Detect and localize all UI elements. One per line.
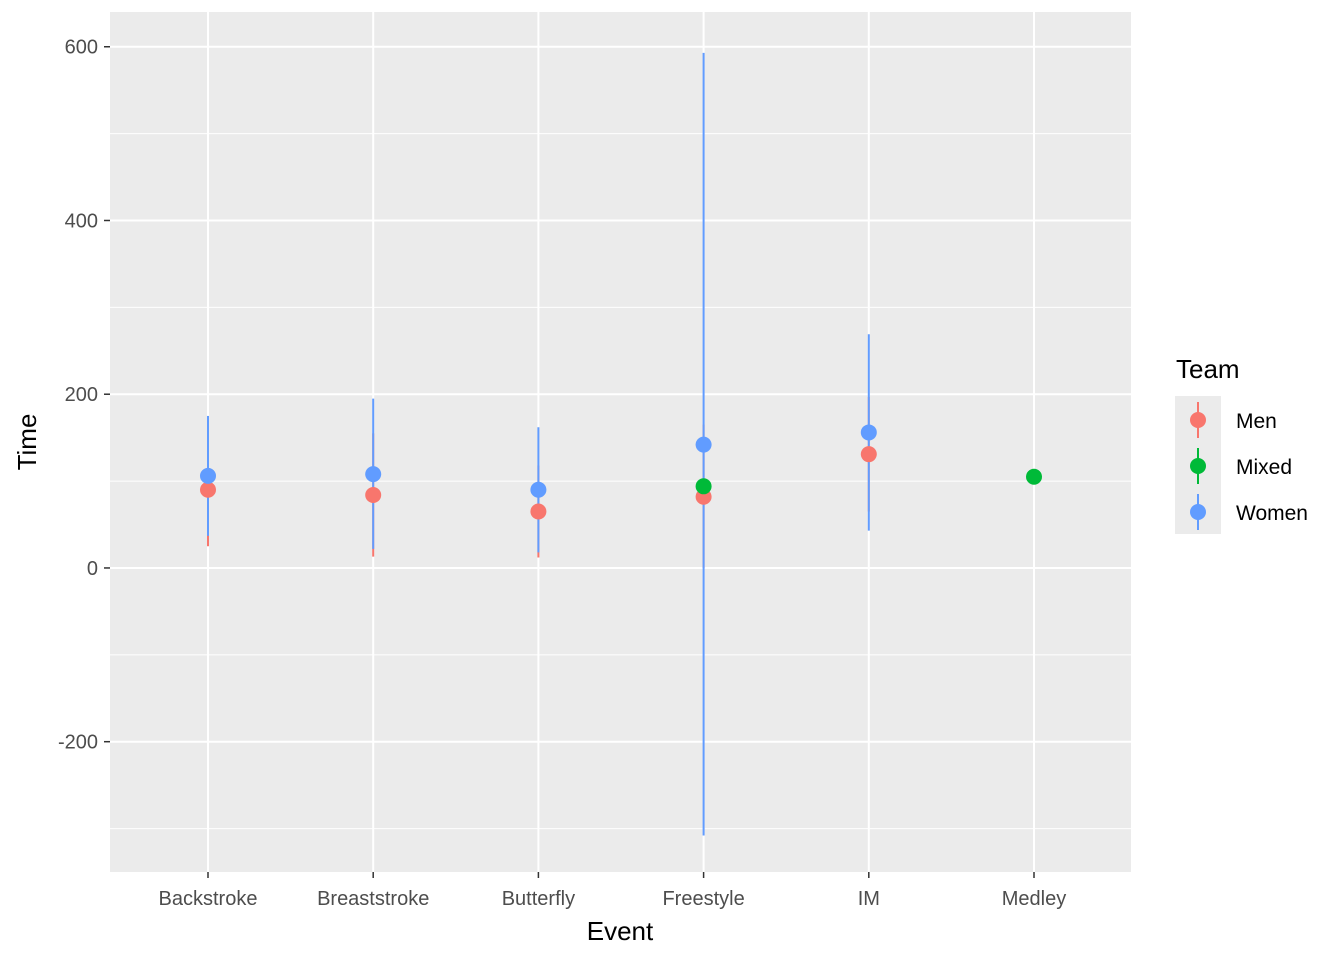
data-point (695, 478, 712, 495)
y-axis-title: Time (12, 414, 42, 471)
data-point (530, 481, 547, 498)
x-axis-title: Event (587, 916, 654, 946)
y-tick-label: -200 (58, 732, 98, 754)
x-tick-label: Medley (1002, 888, 1066, 910)
data-point (695, 436, 712, 453)
x-tick-label: Backstroke (159, 888, 258, 910)
x-axis-ticks: Backstroke Breaststroke Butterfly Freestyle… (159, 872, 1066, 910)
data-point (365, 466, 382, 483)
data-point (1026, 468, 1042, 485)
legend-label: Men (1236, 410, 1277, 433)
legend-label: Mixed (1236, 456, 1292, 479)
legend-title: Team (1176, 354, 1240, 384)
legend-key-point (1190, 458, 1206, 474)
y-tick-label: 0 (87, 558, 98, 580)
y-tick-label: 600 (65, 37, 98, 59)
x-tick-label: IM (858, 888, 880, 910)
data-point (860, 446, 877, 463)
legend-label: Women (1236, 502, 1308, 525)
legend-key-point (1190, 504, 1206, 520)
panel-background (110, 12, 1131, 872)
legend-key-point (1190, 412, 1206, 428)
data-point (365, 486, 382, 503)
data-point (860, 424, 877, 441)
minor-gridlines (110, 133, 1131, 830)
data-points (200, 424, 1042, 520)
legend-items: Men Mixed Women (1190, 402, 1308, 530)
y-axis-ticks: -200 0 200 400 600 (58, 37, 110, 754)
x-tick-label: Breaststroke (317, 888, 429, 910)
data-point (200, 481, 216, 498)
y-tick-label: 200 (65, 384, 98, 406)
x-tick-label: Butterfly (502, 888, 575, 910)
data-point (530, 503, 547, 520)
y-tick-label: 400 (65, 210, 98, 232)
legend: Team Men Mixed Women (1175, 354, 1308, 534)
x-tick-label: Freestyle (662, 888, 744, 910)
data-point (200, 467, 216, 484)
